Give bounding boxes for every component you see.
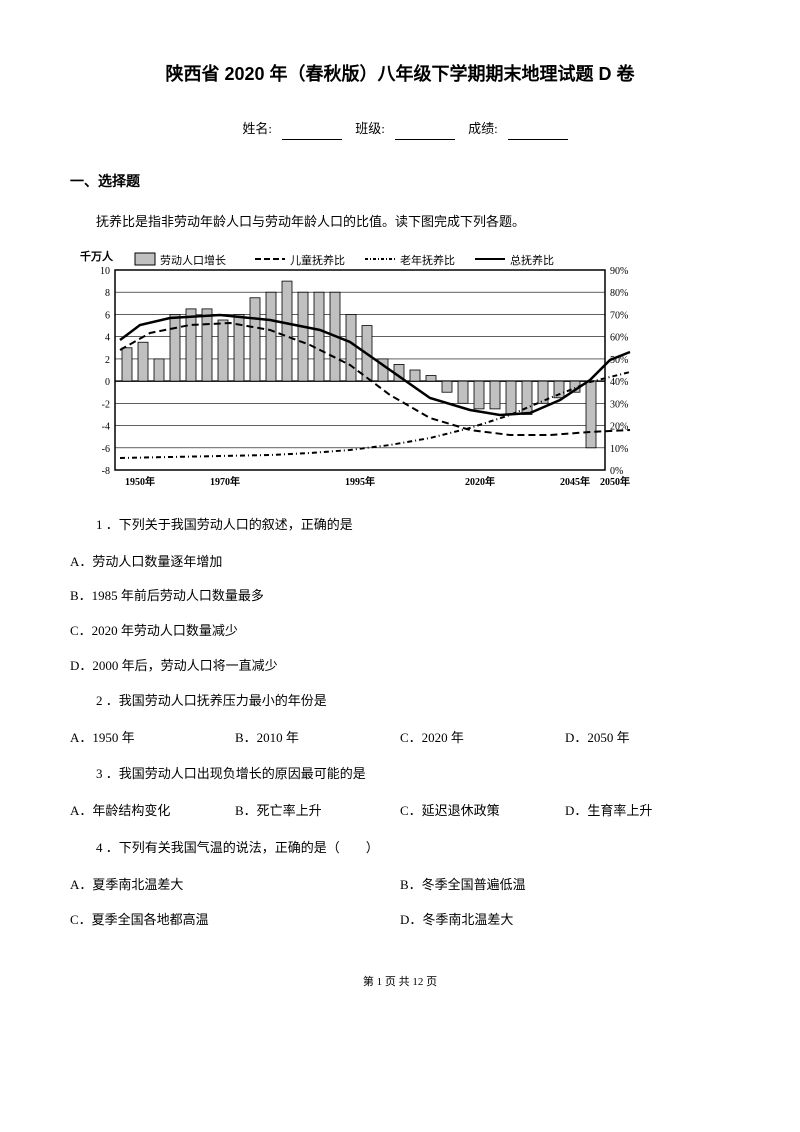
y-left-ticks: 10 8 6 4 2 0 -2 -4 -6 -8 [100,266,110,477]
q2-option-c: C．2020 年 [400,728,565,749]
section-1-title: 一、选择题 [70,170,730,192]
svg-text:90%: 90% [610,266,628,277]
q1-option-b: B．1985 年前后劳动人口数量最多 [70,586,730,607]
chart-legend: 劳动人口增长 儿童抚养比 老年抚养比 总抚养比 [135,253,554,267]
svg-text:10%: 10% [610,444,628,455]
document-title: 陕西省 2020 年（春秋版）八年级下学期期末地理试题 D 卷 [70,60,730,89]
intro-paragraph: 抚养比是指非劳动年龄人口与劳动年龄人口的比值。读下图完成下列各题。 [70,212,730,233]
legend-total-label: 总抚养比 [510,253,554,267]
q2-options: A．1950 年 B．2010 年 C．2020 年 D．2050 年 [70,728,730,749]
bars [122,281,596,448]
svg-text:0%: 0% [610,466,623,477]
legend-elderly-label: 老年抚养比 [400,253,455,267]
svg-text:10: 10 [100,266,110,277]
svg-text:30%: 30% [610,399,628,410]
svg-text:6: 6 [105,310,110,321]
svg-text:8: 8 [105,288,110,299]
total-line [120,315,630,415]
child-line [120,323,630,435]
q3-options: A．年龄结构变化 B．死亡率上升 C．延迟退休政策 D．生育率上升 [70,801,730,822]
class-blank[interactable] [395,139,455,140]
score-label: 成绩: [468,121,498,136]
svg-text:1995年: 1995年 [345,475,375,488]
question-3: 3 ．我国劳动人口出现负增长的原因最可能的是 [70,764,730,785]
q1-option-a: A．劳动人口数量逐年增加 [70,552,730,573]
svg-text:60%: 60% [610,332,628,343]
q2-option-b: B．2010 年 [235,728,400,749]
q4-option-a: A．夏季南北温差大 [70,875,400,896]
svg-text:4: 4 [105,332,110,343]
class-label: 班级: [355,121,385,136]
svg-text:80%: 80% [610,288,628,299]
svg-text:-2: -2 [102,399,110,410]
y-left-label: 千万人 [80,249,114,263]
question-1: 1 ．下列关于我国劳动人口的叙述，正确的是 [70,515,730,536]
y-right-ticks: 90%80%70%60%50%40%30%20%10%0% [610,266,628,477]
q3-option-b: B．死亡率上升 [235,801,400,822]
q4-options: A．夏季南北温差大 B．冬季全国普遍低温 C．夏季全国各地都高温 D．冬季南北温… [70,875,730,945]
legend-bar-label: 劳动人口增长 [160,253,226,267]
x-ticks: 1950年 1970年 1995年 2020年 2045年 2050年 [125,475,630,488]
q2-option-d: D．2050 年 [565,728,730,749]
svg-text:-4: -4 [102,421,110,432]
q1-option-c: C．2020 年劳动人口数量减少 [70,621,730,642]
legend-bar-icon [135,253,155,265]
q4-option-c: C．夏季全国各地都高温 [70,910,400,931]
svg-text:-8: -8 [102,466,110,477]
svg-text:1950年: 1950年 [125,475,155,488]
dependency-ratio-chart: 千万人 劳动人口增长 儿童抚养比 老年抚养比 总抚养比 [70,245,640,495]
q4-option-b: B．冬季全国普遍低温 [400,875,730,896]
name-blank[interactable] [282,139,342,140]
student-info-row: 姓名: 班级: 成绩: [70,119,730,140]
q2-option-a: A．1950 年 [70,728,235,749]
svg-text:0: 0 [105,377,110,388]
question-2: 2 ．我国劳动人口抚养压力最小的年份是 [70,691,730,712]
score-blank[interactable] [508,139,568,140]
svg-text:2045年: 2045年 [560,475,590,488]
q1-option-d: D．2000 年后，劳动人口将一直减少 [70,656,730,677]
svg-text:-6: -6 [102,444,110,455]
page-footer: 第 1 页 共 12 页 [70,974,730,992]
q3-option-c: C．延迟退休政策 [400,801,565,822]
q3-option-d: D．生育率上升 [565,801,730,822]
question-4: 4 ．下列有关我国气温的说法，正确的是（ ） [70,838,730,859]
q4-option-d: D．冬季南北温差大 [400,910,730,931]
legend-child-label: 儿童抚养比 [290,253,345,267]
svg-text:2: 2 [105,355,110,366]
svg-text:1970年: 1970年 [210,475,240,488]
name-label: 姓名: [242,121,272,136]
svg-text:40%: 40% [610,377,628,388]
svg-text:2020年: 2020年 [465,475,495,488]
chart-plot: 1086420-2-4-6-8 90%80%70%60%50%40%30%20%… [100,266,630,488]
q3-option-a: A．年龄结构变化 [70,801,235,822]
svg-text:2050年: 2050年 [600,475,630,488]
chart-container: 千万人 劳动人口增长 儿童抚养比 老年抚养比 总抚养比 [70,245,640,495]
svg-text:70%: 70% [610,310,628,321]
